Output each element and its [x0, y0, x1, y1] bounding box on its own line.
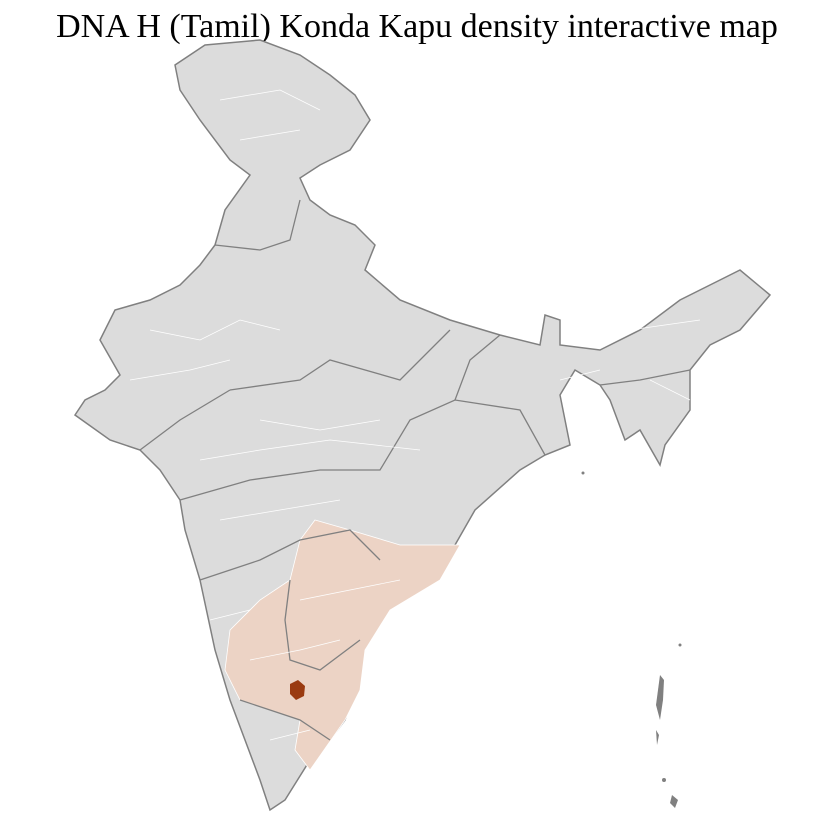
andaman-nicobar-islands	[581, 471, 682, 808]
high-density-district[interactable]	[290, 680, 305, 700]
district-borders	[129, 89, 701, 741]
map-title: DNA H (Tamil) Konda Kapu density interac…	[56, 8, 778, 45]
state-borders	[139, 199, 691, 741]
low-density-region[interactable]	[224, 519, 461, 771]
india-landmass[interactable]	[73, 39, 772, 812]
